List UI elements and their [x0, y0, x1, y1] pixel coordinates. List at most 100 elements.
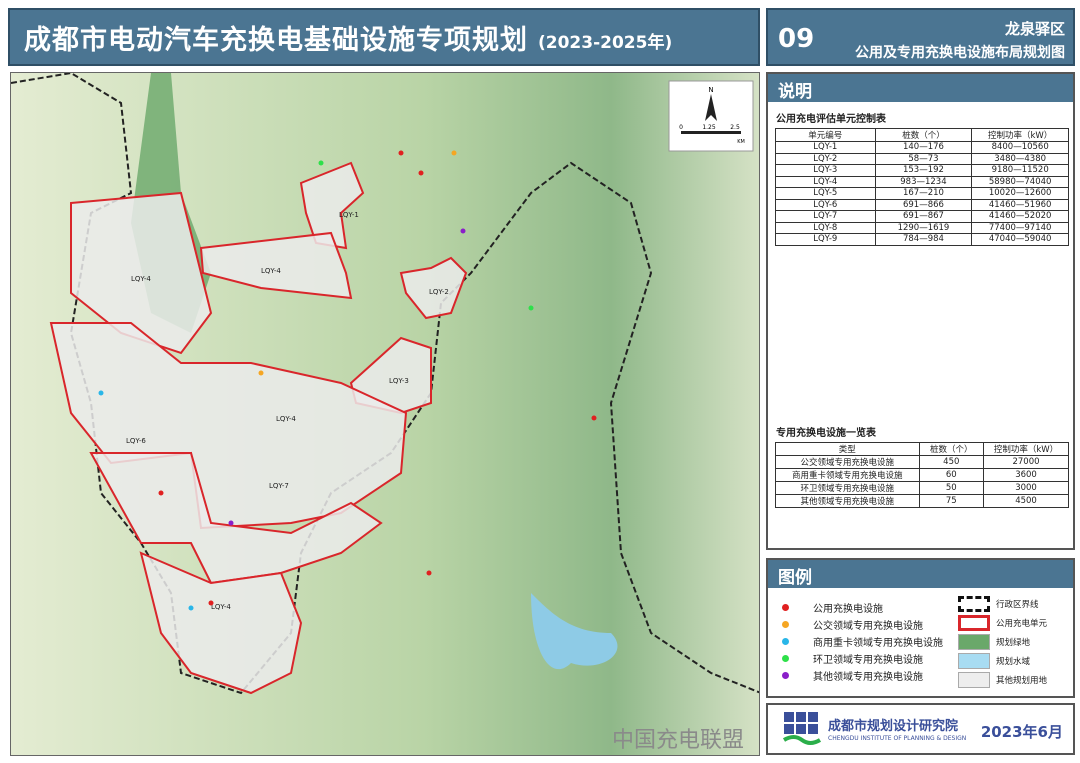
sheet-number: 09 — [778, 24, 815, 54]
table-cell: 691—866 — [874, 198, 973, 211]
table-cell: 983—1234 — [874, 175, 973, 188]
legend-item: 公用充电单元 — [958, 615, 1047, 631]
table-cell: 3480—4380 — [971, 152, 1069, 165]
table-cell: 公交领域专用充换电设施 — [775, 454, 920, 469]
table2-title: 专用充换电设施一览表 — [776, 427, 876, 439]
map-title: 公用及专用充换电设施布局规划图 — [855, 45, 1065, 61]
legend-item: 其他规划用地 — [958, 672, 1047, 688]
table-row: LQY-4 983—1234 58980—74040 — [775, 175, 1069, 188]
column-header: 桩数（个） — [874, 128, 973, 142]
public-charging-table: 单元编号 桩数（个） 控制功率（kW） LQY-1 140—176 8400—10560 L… — [775, 128, 1069, 246]
legend-label: 其他领域专用充换电设施 — [813, 672, 923, 683]
table-cell: LQY-7 — [775, 210, 876, 223]
label-lqy-1: LQY-1 — [339, 211, 359, 219]
legend-label: 环卫领域专用充换电设施 — [813, 655, 923, 666]
table-cell: 1290—1619 — [874, 221, 973, 234]
point-marker-icon — [782, 621, 789, 628]
legend-label: 公用充电单元 — [996, 619, 1048, 629]
table1-title: 公用充电评估单元控制表 — [776, 114, 886, 125]
table-cell: 58980—74040 — [971, 175, 1069, 188]
table-cell: 691—867 — [874, 210, 973, 223]
table-row: LQY-2 58—73 3480—4380 — [775, 152, 1069, 165]
column-header: 桩数（个） — [918, 441, 985, 456]
area-swatch-icon — [958, 615, 990, 631]
scale-max: 2.5 — [730, 124, 740, 131]
table-cell: 167—210 — [874, 187, 973, 200]
table-cell: 9180—11520 — [971, 164, 1069, 177]
point-marker-icon — [782, 604, 789, 611]
legend-item: 公用充换电设施 — [782, 600, 883, 615]
table-cell: LQY-3 — [775, 164, 876, 177]
watermark: 中国充电联盟 — [612, 728, 745, 753]
planning-map[interactable]: LQY-1 LQY-2 LQY-3 LQY-4 LQY-4 LQY-4 LQY-… — [10, 72, 760, 756]
legend-panel: 图例 公用充换电设施公交领域专用充换电设施商用重卡领域专用充换电设施环卫领域专用… — [766, 558, 1075, 698]
table-cell: 41460—52020 — [971, 210, 1069, 223]
column-header: 单元编号 — [775, 128, 876, 142]
label-lqy-4: LQY-4 — [261, 267, 281, 275]
unit-lqy-south — [139, 551, 303, 695]
table-row: 公交领域专用充换电设施 450 27000 — [775, 454, 1069, 469]
table-cell: 47040—59040 — [971, 233, 1069, 246]
sheet-header: 09 龙泉驿区 公用及专用充换电设施布局规划图 — [766, 8, 1075, 66]
point-marker-icon — [782, 672, 789, 679]
label-lqy-6: LQY-6 — [126, 437, 146, 445]
table-cell: LQY-5 — [775, 187, 876, 200]
table-header: 类型 桩数（个） 控制功率（kW） — [775, 441, 1069, 456]
table-cell: LQY-9 — [775, 233, 876, 246]
dedicated-facility-table: 类型 桩数（个） 控制功率（kW） 公交领域专用充换电设施 450 27000 商用重卡领域… — [775, 441, 1069, 508]
table-row: LQY-6 691—866 41460—51960 — [775, 198, 1069, 211]
table-cell: 10020—12600 — [971, 187, 1069, 200]
north-arrow-scale: N 0 1.25 2.5 KM — [668, 80, 754, 152]
table-cell: 3600 — [983, 467, 1069, 482]
table-cell: LQY-6 — [775, 198, 876, 211]
label-lqy-4: LQY-4 — [131, 275, 151, 283]
footer-logo-box: 成都市规划设计研究院 CHENGDU INSTITUTE OF PLANNING… — [766, 703, 1075, 755]
district-name: 龙泉驿区 — [1004, 20, 1065, 38]
table-cell: 153—192 — [874, 164, 973, 177]
scale-mid: 1.25 — [702, 124, 716, 131]
column-header: 类型 — [775, 441, 920, 456]
plan-years: (2023-2025年) — [538, 32, 673, 53]
table-cell: LQY-8 — [775, 221, 876, 234]
legend-label: 公交领域专用充换电设施 — [813, 621, 923, 632]
scale-unit: KM — [737, 139, 745, 145]
title-bar: 成都市电动汽车充换电基础设施专项规划 (2023-2025年) — [8, 8, 760, 66]
table-cell: 60 — [918, 467, 985, 482]
table-cell: 75 — [918, 493, 985, 508]
unit-lqy-4a — [199, 231, 353, 300]
table-cell: 3000 — [983, 480, 1069, 495]
table-cell: LQY-4 — [775, 175, 876, 188]
area-swatch-icon — [958, 653, 990, 669]
table-cell: LQY-2 — [775, 152, 876, 165]
area-swatch-icon — [958, 672, 990, 688]
table-cell: 41460—51960 — [971, 198, 1069, 211]
unit-lqy-1 — [299, 161, 365, 250]
institute-logo-icon — [782, 712, 822, 745]
table-row: 环卫领域专用充换电设施 50 3000 — [775, 480, 1069, 495]
page-title: 成都市电动汽车充换电基础设施专项规划 — [24, 24, 528, 56]
table-cell: 环卫领域专用充换电设施 — [775, 480, 920, 495]
notes-panel: 说明 公用充电评估单元控制表 单元编号 桩数（个） 控制功率（kW） LQY-1 140… — [766, 72, 1075, 550]
legend-item: 商用重卡领域专用充换电设施 — [782, 634, 943, 649]
label-lqy-3: LQY-3 — [389, 377, 409, 385]
legend-item: 行政区界线 — [958, 596, 1039, 612]
table-cell: 450 — [918, 454, 985, 469]
legend-label: 公用充换电设施 — [813, 604, 883, 615]
table-cell: 4500 — [983, 493, 1069, 508]
table-row: 其他领域专用充换电设施 75 4500 — [775, 493, 1069, 508]
label-lqy-2: LQY-2 — [429, 288, 449, 296]
plan-date: 2023年6月 — [980, 723, 1063, 741]
table-cell: 58—73 — [874, 152, 973, 165]
legend-label: 其他规划用地 — [996, 676, 1048, 686]
label-lqy-7: LQY-7 — [269, 482, 289, 490]
legend-heading: 图例 — [768, 560, 1073, 588]
table-cell: LQY-1 — [775, 141, 876, 154]
table-cell: 77400—97140 — [971, 221, 1069, 234]
column-header: 控制功率（kW） — [983, 441, 1069, 456]
unit-labels: LQY-1 LQY-2 LQY-3 LQY-4 LQY-4 LQY-4 LQY-… — [126, 211, 449, 611]
unit-lqy-7 — [89, 452, 383, 585]
point-marker-icon — [782, 655, 789, 662]
point-marker-icon — [782, 638, 789, 645]
label-lqy-4: LQY-4 — [276, 415, 296, 423]
scale-0: 0 — [679, 124, 683, 131]
